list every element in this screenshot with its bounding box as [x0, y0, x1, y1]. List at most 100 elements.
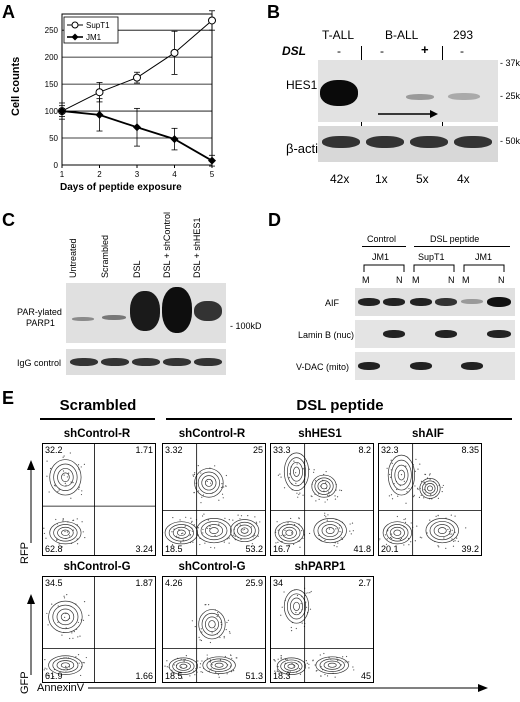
panel-e-label: E [2, 388, 15, 408]
scatter-dot [410, 541, 412, 543]
panel-d-group-dsl: DSL peptide [430, 234, 480, 244]
band [383, 298, 405, 306]
scatter-dot [228, 537, 230, 539]
scatter-dot [211, 664, 213, 666]
scatter-dot [179, 519, 181, 521]
scatter-dot [438, 546, 440, 548]
scatter-dot [324, 539, 326, 542]
scatter-dot [71, 632, 73, 634]
scatter-dot [336, 496, 339, 498]
scatter-dot [209, 525, 211, 527]
contour-line [290, 461, 303, 482]
scatter-dot [295, 611, 297, 614]
scatter-dot [437, 497, 439, 499]
scatter-dot [290, 630, 293, 632]
scatter-dot [48, 491, 50, 493]
scatter-dot [452, 545, 455, 547]
quadrant-value-q-lower-right: 41.8 [353, 544, 371, 554]
scatter-dot [198, 636, 200, 638]
panel-b-dsl-sign-2: - [380, 44, 384, 58]
scatter-dot [219, 636, 221, 639]
scatter-dot [61, 546, 63, 548]
scatter-dot [389, 473, 391, 476]
panel-e-bar-scrambled [40, 418, 155, 420]
scatter-dot [276, 669, 279, 671]
scatter-dot [451, 529, 453, 531]
band [358, 298, 380, 306]
scatter-dot [299, 492, 301, 494]
scatter-dot [414, 540, 416, 542]
contour-line [311, 474, 337, 498]
scatter-dot [46, 668, 48, 670]
scatter-dot [240, 538, 242, 540]
contour-line [293, 601, 300, 611]
scatter-dot [182, 532, 184, 534]
band [102, 315, 126, 320]
scatter-dot [396, 488, 398, 491]
scatter-dot [54, 485, 56, 487]
scatter-dot [216, 615, 218, 618]
quadrant-value-q-lower-left: 20.1 [381, 544, 399, 554]
contour-line [53, 524, 78, 542]
panel-d-blot-aif [355, 288, 515, 316]
panel-b-dsl-label: DSL [282, 44, 306, 58]
y-tick-label: 0 [54, 161, 59, 170]
contour-line [56, 660, 75, 671]
legend-marker [71, 21, 79, 29]
scatter-dot [229, 665, 232, 667]
scatter-dot [416, 487, 419, 489]
scatter-dot [200, 472, 202, 474]
quadrant-value-q-upper-left: 32.3 [381, 445, 399, 455]
scatter-dot [190, 521, 193, 523]
panel-b-arrow [378, 110, 438, 118]
legend-marker [71, 33, 79, 41]
flow-title: shControl-R [63, 428, 131, 440]
panel-a-xlabel: Days of peptide exposure [60, 182, 182, 193]
contour-line [61, 529, 70, 536]
panel-d-frac-5: M [462, 275, 470, 285]
scatter-dot [215, 671, 217, 673]
panel-b-row-hes1: HES1 [286, 78, 318, 92]
scatter-dot [328, 528, 331, 530]
scatter-dot [206, 527, 208, 529]
band [461, 299, 483, 304]
scatter-dot [217, 613, 219, 616]
scatter-dot [171, 531, 173, 533]
scatter-dot [313, 471, 315, 473]
scatter-dot [61, 634, 63, 636]
scatter-dot [223, 637, 225, 639]
scatter-dot [289, 473, 291, 475]
contour-line [210, 660, 228, 670]
scatter-dot [51, 603, 53, 605]
band [406, 94, 434, 100]
contour-line [427, 485, 433, 492]
scatter-dot [384, 534, 386, 536]
scatter-dot [210, 668, 212, 670]
scatter-dot [166, 660, 168, 662]
scatter-dot [295, 627, 297, 630]
scatter-dot [388, 495, 390, 497]
scatter-dot [301, 622, 303, 624]
scatter-dot [399, 538, 401, 541]
band [461, 362, 483, 370]
scatter-dot [57, 605, 59, 607]
scatter-dot [231, 671, 233, 673]
scatter-dot [345, 655, 348, 658]
scatter-dot [220, 621, 222, 623]
scatter-dot [413, 496, 415, 498]
contour-line [315, 656, 349, 674]
scatter-dot [416, 525, 418, 527]
scatter-dot [324, 501, 326, 503]
scatter-dot [180, 666, 182, 668]
scatter-dot [291, 662, 293, 665]
scatter-dot [445, 547, 447, 550]
scatter-dot [77, 621, 79, 624]
contour-line [393, 529, 402, 536]
contour-line [56, 608, 75, 626]
contour-line [49, 459, 82, 496]
scatter-dot [308, 667, 310, 669]
contour-line [204, 616, 219, 632]
scatter-dot [222, 497, 224, 499]
scatter-dot [298, 668, 301, 670]
scatter-dot [353, 669, 355, 671]
